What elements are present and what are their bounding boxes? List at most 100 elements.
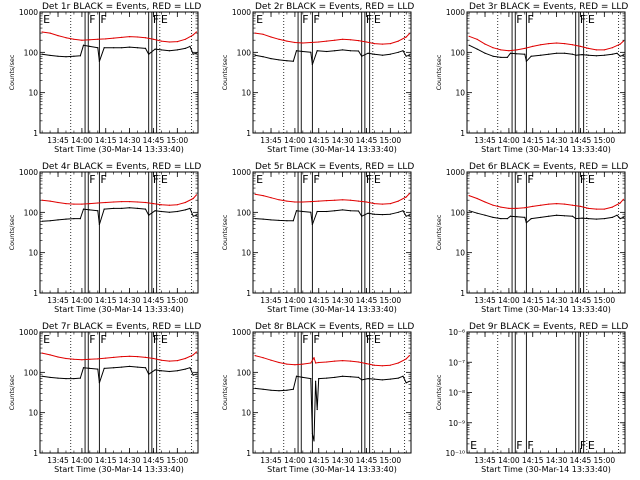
chart-title: Det 8r BLACK = Events, RED = LLD [255,322,414,332]
y-tick-label: 10⁻⁹ [448,419,465,428]
y-tick-label: 100 [24,208,39,217]
x-tick-label: 15:00 [380,136,402,145]
point-lld [564,43,566,45]
point-events [270,219,272,221]
point-lld [294,201,296,203]
point-events [302,210,304,213]
x-tick-label: 15:00 [380,456,402,465]
point-events [402,375,404,377]
point-events [192,215,194,217]
y-tick-label: 1 [246,289,251,298]
point-events [292,60,294,62]
flag-f: F [302,333,308,346]
point-events [516,53,518,55]
x-tick-label: 14:00 [498,136,520,145]
point-events [476,48,478,50]
point-events [361,215,363,217]
y-tick-label: 1 [246,129,251,138]
point-lld [49,200,51,202]
point-lld [97,38,99,40]
flag-f: F [153,333,159,346]
chart-title: Det 3r BLACK = Events, RED = LLD [469,2,628,12]
y-axis-label: Counts/sec [435,374,443,410]
point-lld [262,195,264,197]
point-lld [468,35,470,37]
flag-e: E [43,333,50,346]
point-lld [397,200,399,202]
point-events [302,50,304,53]
flag-f: F [153,173,159,186]
x-tick-label: 14:00 [498,296,520,305]
x-tick-label: 14:15 [522,136,544,145]
point-lld [397,40,399,42]
point-lld [81,39,83,41]
x-axis-label: Start Time (30-Mar-14 13:33:40) [267,465,397,474]
plot-frame [252,11,412,134]
point-events [57,377,59,379]
point-lld [603,208,605,210]
point-events [310,378,312,380]
x-tick-label: 15:00 [594,456,616,465]
point-lld [41,31,43,33]
point-events [144,367,147,369]
y-tick-label: 1000 [19,328,38,337]
point-events [184,368,186,370]
point-events [192,374,194,376]
x-tick-label: 14:15 [308,136,330,145]
chart-panel-4: Det 4r BLACK = Events, RED = LLD 1 10 100 10… [8,162,201,314]
flag-e: E [374,333,381,346]
y-tick-label: 100 [24,48,39,57]
point-lld [195,194,197,196]
point-events [176,210,178,213]
chart-panel-5: Det 5r BLACK = Events, RED = LLD 1 10 100 10… [221,162,414,314]
flag-f: F [100,13,106,26]
x-tick-label: 14:45 [356,296,378,305]
x-tick-label: 15:00 [594,296,616,305]
series-lld [42,31,197,43]
series-lld [41,351,197,362]
point-events [581,217,583,219]
point-lld [405,196,407,198]
point-events [41,220,43,222]
flag-e: E [161,333,168,346]
point-events [121,207,123,209]
y-tick-label: 10⁻⁶ [448,328,465,337]
point-events [65,56,67,58]
point-lld [310,201,312,203]
point-lld [262,33,264,35]
point-events [189,367,191,369]
point-lld [137,36,139,38]
point-lld [121,36,123,39]
point-events [254,54,256,56]
point-lld [57,201,59,204]
point-events [575,54,577,56]
point-lld [81,203,83,205]
point-events [97,210,99,212]
point-lld [192,197,194,200]
point-events [619,218,621,220]
flag-e: E [374,173,381,186]
flag-e: E [256,173,263,186]
flag-e: E [256,13,263,26]
point-events [571,53,574,55]
point-events [367,378,369,380]
point-lld [476,38,478,40]
point-lld [587,207,590,209]
point-lld [286,363,288,365]
point-events [144,47,147,50]
point-lld [286,200,288,202]
point-lld [113,37,115,39]
point-lld [326,40,328,42]
point-lld [524,207,526,209]
point-events [89,367,91,369]
point-events [476,212,478,214]
point-lld [611,47,613,49]
y-tick-label: 100 [237,368,252,377]
point-lld [160,40,162,42]
point-lld [365,363,368,365]
point-events [73,378,75,380]
chart-title: Det 6r BLACK = Events, RED = LLD [469,162,628,172]
point-events [603,54,605,56]
point-events [611,216,613,218]
point-lld [105,357,107,359]
